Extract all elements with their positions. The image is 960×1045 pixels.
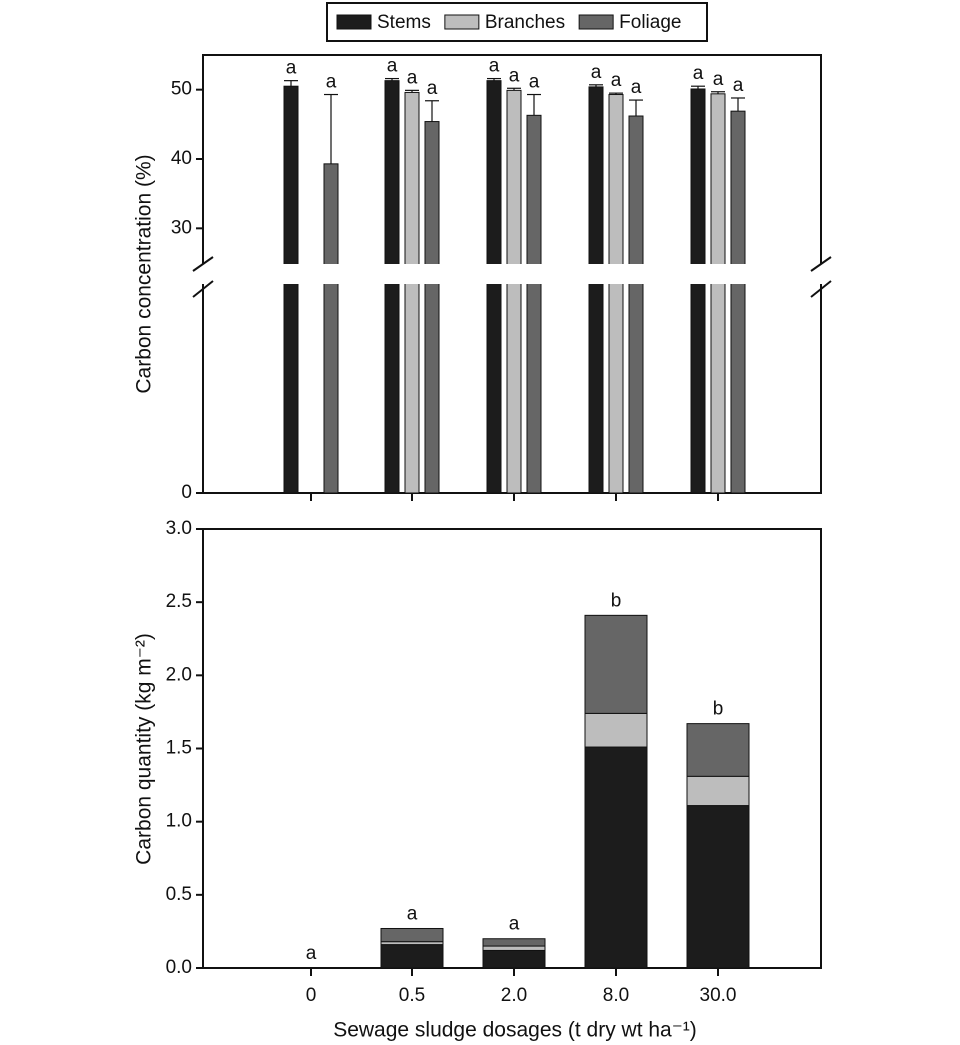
legend-swatch (578, 14, 614, 30)
legend-swatch (444, 14, 480, 30)
significance-label: a (407, 67, 418, 88)
bar (384, 80, 400, 494)
bar-segment (482, 938, 546, 947)
significance-label: b (611, 590, 622, 611)
axis-break-mark (810, 256, 832, 272)
bar (690, 88, 706, 494)
bar (323, 163, 339, 494)
bar-segment (686, 775, 750, 807)
significance-label: a (611, 70, 622, 91)
axis-break-mark (192, 256, 214, 272)
bar-segment (584, 746, 648, 969)
y-axis-label: Carbon concentration (%) (133, 154, 156, 393)
bar-segment (482, 945, 546, 951)
x-axis-label: Sewage sludge dosages (t dry wt ha⁻¹) (333, 1019, 697, 1042)
significance-label: a (306, 943, 317, 964)
significance-label: a (733, 75, 744, 96)
bar (283, 85, 299, 494)
significance-label: a (326, 72, 337, 93)
axis-break-mark (192, 280, 214, 298)
bar-segment (584, 614, 648, 714)
significance-label: a (489, 56, 500, 77)
y-tick-label: 3.0 (166, 518, 192, 539)
legend-label: Branches (485, 12, 565, 33)
significance-label: a (591, 62, 602, 83)
bar-segment (584, 712, 648, 748)
bar-segment (686, 805, 750, 969)
y-tick-label: 0 (181, 482, 192, 503)
bar-segment (380, 944, 444, 969)
significance-label: a (509, 914, 520, 935)
bar (608, 94, 624, 494)
legend-swatch (336, 14, 372, 30)
bar (404, 91, 420, 494)
bar-segment (482, 949, 546, 969)
significance-label: a (286, 58, 297, 79)
y-tick-label: 1.0 (166, 811, 192, 832)
significance-label: a (387, 56, 398, 77)
legend-label: Stems (377, 12, 431, 33)
significance-label: a (713, 69, 724, 90)
axis-break-gap (183, 264, 841, 284)
significance-label: a (529, 72, 540, 93)
y-tick-label: 0.5 (166, 884, 192, 905)
bar-segment (380, 927, 444, 943)
y-tick-label: 1.5 (166, 738, 192, 759)
y-tick-label: 2.5 (166, 591, 192, 612)
bar-segment (686, 723, 750, 777)
y-tick-label: 0.0 (166, 957, 192, 978)
x-tick-label: 8.0 (603, 985, 629, 1006)
significance-label: a (407, 904, 418, 925)
bar (710, 93, 726, 494)
bar (486, 80, 502, 494)
axis-break-mark (810, 280, 832, 298)
x-tick-label: 0 (306, 985, 317, 1006)
significance-label: a (631, 77, 642, 98)
x-tick-label: 30.0 (700, 985, 737, 1006)
y-tick-label: 50 (171, 79, 192, 100)
y-tick-label: 2.0 (166, 664, 192, 685)
x-tick-label: 0.5 (399, 985, 425, 1006)
bar (628, 115, 644, 494)
significance-label: a (693, 63, 704, 84)
y-tick-label: 40 (171, 148, 192, 169)
significance-label: a (509, 65, 520, 86)
bar (588, 86, 604, 494)
significance-label: a (427, 78, 438, 99)
x-tick-label: 2.0 (501, 985, 527, 1006)
bar (506, 89, 522, 494)
y-tick-label: 30 (171, 217, 192, 238)
y-axis-label: Carbon quantity (kg m⁻²) (133, 633, 156, 865)
bar (730, 110, 746, 494)
bar (424, 121, 440, 494)
significance-label: b (713, 699, 724, 720)
legend-box (326, 2, 708, 42)
legend-label: Foliage (619, 12, 681, 33)
bar (526, 114, 542, 494)
